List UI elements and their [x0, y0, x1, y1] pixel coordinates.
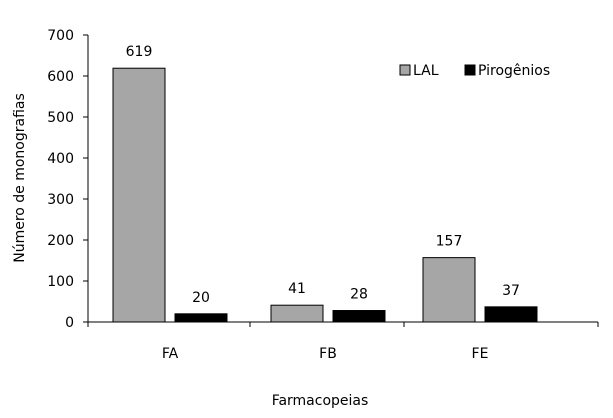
y-tick-label: 700: [47, 28, 74, 44]
x-axis: FA FB FE: [87, 321, 599, 362]
data-label: 37: [502, 283, 520, 299]
x-ticks: FA FB FE: [87, 322, 599, 362]
x-tick-label: FE: [472, 346, 489, 362]
data-label: 28: [350, 287, 368, 303]
bar-pirognios-fe: [484, 306, 538, 323]
y-tick-label: 200: [47, 233, 74, 249]
bars: [112, 67, 538, 323]
y-axis-title: Número de monografias: [12, 93, 28, 263]
data-label: 20: [192, 290, 210, 306]
y-axis: 0 100 200 300 400 500 600 700: [47, 28, 89, 331]
bar-pirognios-fb: [332, 310, 386, 323]
bar-lal-fa: [112, 67, 166, 323]
data-label: 157: [436, 234, 463, 250]
data-label: 41: [288, 281, 306, 297]
y-tick-label: 500: [47, 110, 74, 126]
y-ticks: 0 100 200 300 400 500 600 700: [47, 28, 88, 331]
legend: LAL Pirogênios: [399, 63, 550, 79]
y-tick-label: 400: [47, 151, 74, 167]
legend-label-pirogenios: Pirogênios: [478, 63, 550, 79]
legend-swatch-lal: [399, 64, 411, 76]
data-label: 619: [126, 44, 153, 60]
x-tick-label: FB: [319, 346, 337, 362]
data-labels: 619 20 41 28 157 37: [126, 44, 520, 306]
y-tick-label: 0: [65, 315, 74, 331]
x-axis-title: Farmacopeias: [272, 393, 369, 409]
y-tick-label: 300: [47, 192, 74, 208]
bar-pirognios-fa: [174, 313, 228, 323]
x-tick-label: FA: [162, 346, 179, 362]
y-tick-label: 600: [47, 69, 74, 85]
legend-swatch-pirogenios: [464, 64, 476, 76]
legend-label-lal: LAL: [413, 63, 439, 79]
bar-lal-fb: [270, 304, 324, 323]
bar-lal-fe: [422, 257, 476, 323]
y-tick-label: 100: [47, 274, 74, 290]
